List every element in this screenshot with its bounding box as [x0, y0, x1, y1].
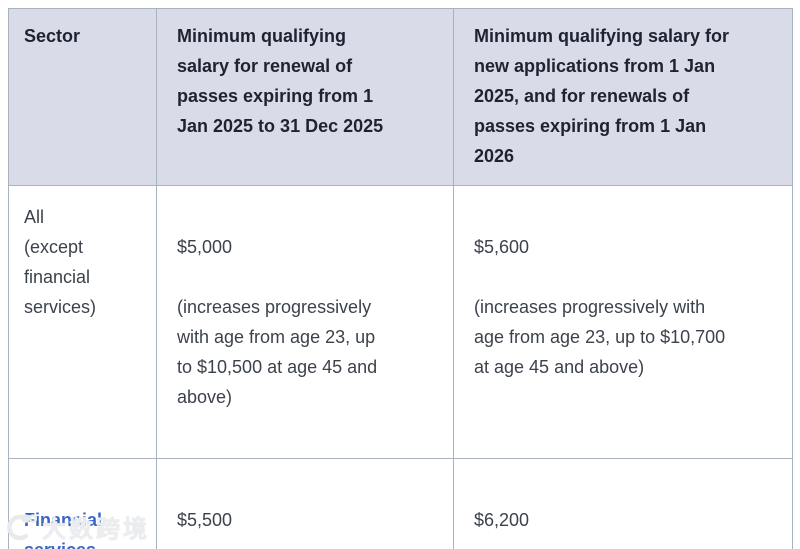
salary-note: (increases progressively with age from a… [177, 297, 378, 407]
page: Sector Minimum qualifying salary for ren… [0, 8, 800, 549]
new-application-salary-cell-financial: $6,200 (increases progressively with age… [453, 458, 793, 549]
new-application-salary-cell-all: $5,600 (increases progressively with age… [453, 185, 793, 459]
salary-amount: $6,200 [474, 510, 530, 530]
header-renewal-salary: Minimum qualifying salary for renewal of… [156, 8, 454, 186]
header-sector: Sector [8, 8, 157, 186]
renewal-salary-cell-financial: $5,500 (increases progressively with age… [156, 458, 454, 549]
sector-cell-all: All (except financial services) [8, 185, 157, 459]
qualifying-salary-table: Sector Minimum qualifying salary for ren… [8, 8, 793, 549]
financial-services-link[interactable]: Financial services [24, 510, 103, 549]
sector-cell-financial-services: Financial services [8, 458, 157, 549]
header-new-application-salary: Minimum qualifying salary for new applic… [453, 8, 793, 186]
salary-amount: $5,500 [177, 510, 233, 530]
renewal-salary-cell-all: $5,000 (increases progressively with age… [156, 185, 454, 459]
salary-note: (increases progressively with age from a… [474, 297, 726, 377]
salary-amount: $5,000 [177, 237, 233, 257]
table-row-financial-services: Financial services $5,500 (increases pro… [8, 458, 793, 549]
table-header-row: Sector Minimum qualifying salary for ren… [8, 8, 793, 186]
salary-amount: $5,600 [474, 237, 530, 257]
table-row-all-sectors: All (except financial services) $5,000 (… [8, 185, 793, 459]
